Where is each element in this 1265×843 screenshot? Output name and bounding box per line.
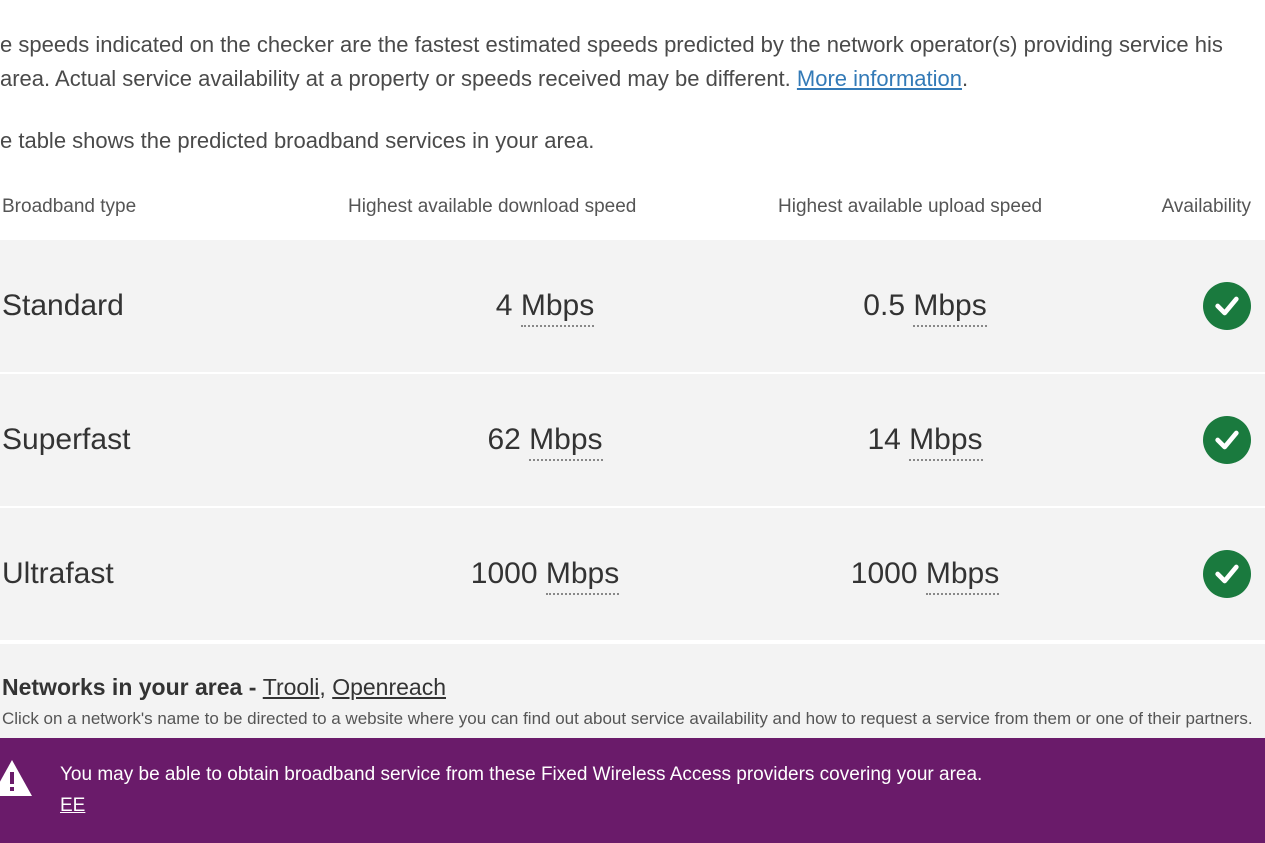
more-information-link[interactable]: More information (797, 66, 962, 91)
check-icon (1203, 550, 1251, 598)
alert-providers: EE (60, 791, 982, 821)
header-availability: Availability (1090, 196, 1265, 218)
cell-download-speed: 4 Mbps (330, 289, 760, 323)
page: e speeds indicated on the checker are th… (0, 0, 1265, 843)
check-icon (1203, 416, 1251, 464)
cell-availability (1090, 282, 1265, 330)
table-body: Standard4 Mbps0.5 MbpsSuperfast62 Mbps14… (0, 240, 1265, 642)
alert-body: You may be able to obtain broadband serv… (60, 760, 982, 821)
network-link[interactable]: Trooli (263, 674, 320, 700)
cell-upload-speed: 0.5 Mbps (760, 289, 1090, 323)
networks-title: Networks in your area - Trooli, Openreac… (2, 674, 1263, 701)
alert-provider-link[interactable]: EE (60, 795, 85, 816)
cell-upload-speed: 1000 Mbps (760, 557, 1090, 591)
cell-broadband-type: Superfast (0, 423, 330, 457)
cell-broadband-type: Standard (0, 289, 330, 323)
intro-text: e speeds indicated on the checker are th… (0, 0, 1265, 158)
cell-download-speed: 1000 Mbps (330, 557, 760, 591)
intro-paragraph-2: e table shows the predicted broadband se… (0, 124, 1265, 158)
table-row: Superfast62 Mbps14 Mbps (0, 374, 1265, 508)
warning-icon (0, 758, 60, 798)
alert-bar: You may be able to obtain broadband serv… (0, 738, 1265, 843)
broadband-table: Broadband type Highest available downloa… (0, 186, 1265, 642)
table-row: Standard4 Mbps0.5 Mbps (0, 240, 1265, 374)
intro-text-1a: e speeds indicated on the checker are th… (0, 32, 1223, 91)
network-link[interactable]: Openreach (332, 674, 446, 700)
networks-label: Networks in your area - (2, 674, 263, 700)
networks-hint: Click on a network's name to be directed… (2, 709, 1263, 729)
cell-availability (1090, 416, 1265, 464)
check-icon (1203, 282, 1251, 330)
cell-download-speed: 62 Mbps (330, 423, 760, 457)
intro-text-1b: . (962, 66, 968, 91)
alert-message: You may be able to obtain broadband serv… (60, 760, 982, 790)
header-broadband-type: Broadband type (0, 196, 330, 218)
header-download-speed: Highest available download speed (330, 196, 760, 218)
cell-broadband-type: Ultrafast (0, 557, 330, 591)
cell-upload-speed: 14 Mbps (760, 423, 1090, 457)
table-row: Ultrafast1000 Mbps1000 Mbps (0, 508, 1265, 642)
table-header-row: Broadband type Highest available downloa… (0, 186, 1265, 240)
intro-paragraph-1: e speeds indicated on the checker are th… (0, 28, 1265, 96)
header-upload-speed: Highest available upload speed (760, 196, 1090, 218)
cell-availability (1090, 550, 1265, 598)
